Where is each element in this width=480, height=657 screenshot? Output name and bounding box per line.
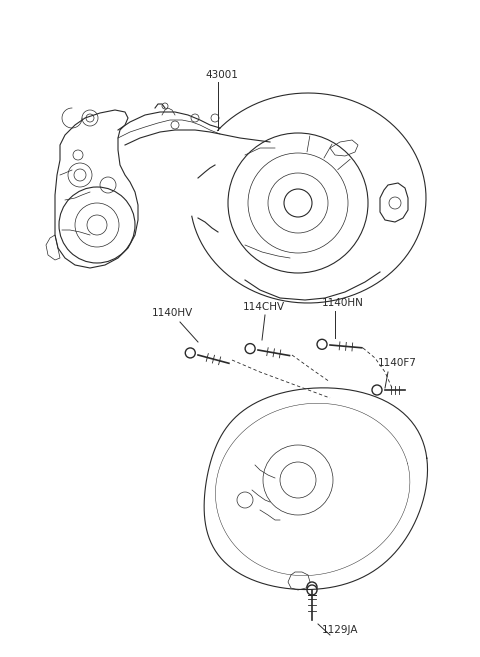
Text: 1140F7: 1140F7 [378, 358, 417, 368]
Circle shape [372, 385, 382, 395]
Text: 1140HN: 1140HN [322, 298, 364, 308]
Text: 1129JA: 1129JA [322, 625, 359, 635]
Text: 1140HV: 1140HV [152, 308, 193, 318]
Circle shape [317, 339, 327, 350]
Circle shape [185, 348, 195, 358]
Text: 43001: 43001 [205, 70, 238, 80]
Circle shape [307, 585, 317, 595]
Circle shape [307, 582, 317, 592]
Circle shape [245, 344, 255, 353]
Text: 114CHV: 114CHV [243, 302, 285, 312]
